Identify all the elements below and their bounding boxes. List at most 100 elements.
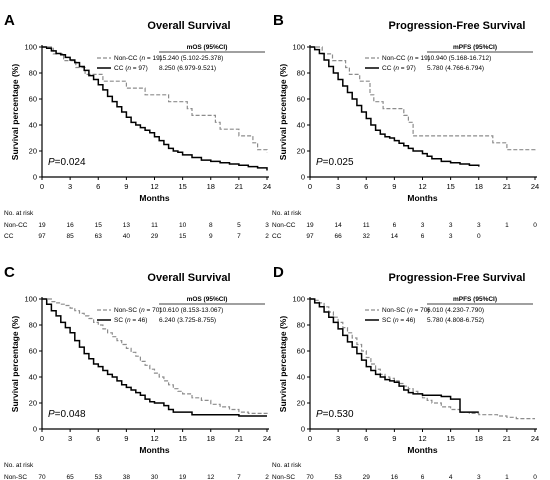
risk-table-title: No. at risk [272,462,302,469]
risk-count: 12 [207,474,215,480]
p-value: P=0.530 [316,409,354,420]
y-tick-label: 80 [29,69,37,78]
km-curve-reference [310,46,536,151]
x-tick-label: 6 [364,182,368,191]
y-axis-title: Survival percentage (%) [278,316,288,413]
risk-count: 1 [505,474,509,480]
risk-count: 38 [123,474,131,480]
panel-label: C [4,264,15,281]
x-tick-label: 18 [207,182,215,191]
risk-count: 14 [391,233,399,240]
y-tick-label: 80 [297,321,305,330]
x-tick-label: 6 [96,434,100,443]
y-tick-label: 0 [33,173,37,182]
y-tick-label: 80 [29,321,37,330]
risk-count: 29 [363,474,371,480]
risk-count: 10 [179,222,187,229]
y-tick-label: 100 [24,43,37,52]
x-axis-title: Months [407,445,437,455]
y-tick-label: 20 [297,399,305,408]
x-tick-label: 15 [178,434,186,443]
legend-median: 15.240 (5.102-25.378) [159,55,223,62]
x-tick-label: 21 [235,182,243,191]
x-tick-label: 24 [263,182,271,191]
x-tick-label: 21 [235,434,243,443]
x-tick-label: 3 [336,434,340,443]
risk-count: 19 [306,222,314,229]
legend-n-symbol: n [395,317,399,324]
legend-entry: Non-CC (n = 19) [382,55,430,62]
legend-entry: SC (n = 46) [114,317,147,324]
x-axis-title: Months [139,445,169,455]
km-curve-comparison [42,298,267,417]
risk-count: 8 [209,222,213,229]
risk-count: 4 [449,474,453,480]
y-axis-title: Survival percentage (%) [10,64,20,161]
legend-n-symbol: n [409,307,413,314]
p-number: =0.025 [323,157,354,168]
legend-group-name: SC ( [382,317,396,324]
x-tick-label: 3 [68,182,72,191]
risk-count: 6 [393,222,397,229]
km-curve-comparison [42,46,268,171]
risk-count: 3 [421,222,425,229]
y-tick-label: 20 [29,399,37,408]
y-tick-label: 40 [297,121,305,130]
risk-table-title: No. at risk [272,210,302,217]
x-tick-label: 12 [150,434,158,443]
x-tick-label: 24 [531,434,539,443]
legend-header: mOS (95%CI) [187,296,228,303]
legend-entry: CC (n = 97) [382,65,416,72]
panel-title: Overall Survival [147,272,230,284]
risk-count: 2 [265,474,269,480]
y-tick-label: 40 [29,121,37,130]
y-axis-title: Survival percentage (%) [278,64,288,161]
y-tick-label: 60 [29,347,37,356]
legend-median: 5.780 (4.766-6.794) [427,65,484,72]
km-curve-comparison [310,46,480,167]
x-tick-label: 0 [308,434,312,443]
x-tick-label: 18 [207,434,215,443]
legend-count: = 97) [399,65,416,72]
legend-group-name: Non-SC ( [114,307,142,314]
risk-count: 3 [265,222,269,229]
y-tick-label: 0 [301,173,305,182]
x-tick-label: 12 [418,434,426,443]
legend-n-symbol: n [409,55,413,62]
x-tick-label: 24 [263,434,271,443]
x-tick-label: 9 [392,434,396,443]
y-tick-label: 100 [24,295,37,304]
y-axis-title: Survival percentage (%) [10,316,20,413]
risk-count: 70 [38,474,46,480]
risk-count: 3 [449,233,453,240]
panel-title: Progression-Free Survival [389,20,526,32]
risk-count: 32 [363,233,371,240]
risk-count: 6 [421,474,425,480]
x-tick-label: 3 [336,182,340,191]
risk-row-label: CC [272,233,282,240]
risk-count: 9 [209,233,213,240]
y-tick-label: 60 [29,95,37,104]
legend-n-symbol: n [127,317,131,324]
legend-group-name: Non-CC ( [114,55,142,62]
risk-count: 3 [477,474,481,480]
legend-count: = 46) [131,317,148,324]
panel-label: B [273,12,284,29]
x-tick-label: 15 [178,182,186,191]
risk-count: 16 [391,474,399,480]
risk-count: 70 [306,474,314,480]
panel-c: C Overall Survival 0 20 40 60 80 100 0 3 6 9 12 15 18 2… [4,264,271,480]
legend-count: = 19) [413,55,430,62]
risk-count: 0 [533,474,537,480]
y-tick-label: 60 [297,347,305,356]
y-tick-label: 100 [292,43,305,52]
legend-median: 6.240 (3.725-8.755) [159,317,216,324]
legend-count: = 70) [413,307,430,314]
y-tick-label: 80 [297,69,305,78]
x-tick-label: 6 [96,182,100,191]
panel-label: A [4,12,15,29]
p-symbol: P [316,409,323,420]
risk-count: 65 [67,474,75,480]
